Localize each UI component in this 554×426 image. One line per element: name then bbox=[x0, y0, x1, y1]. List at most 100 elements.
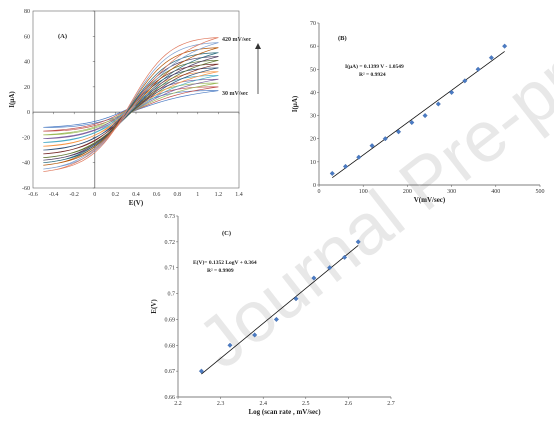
x-tick-label: 1.2 bbox=[215, 192, 223, 198]
x-axis-label: E(V) bbox=[129, 199, 144, 207]
x-tick-label: 2.2 bbox=[174, 401, 182, 407]
data-point bbox=[293, 296, 299, 302]
x-tick-label: 300 bbox=[447, 189, 456, 195]
x-tick-label: 2.7 bbox=[387, 401, 395, 407]
y-tick-label: 60 bbox=[24, 34, 30, 40]
x-tick-label: 2.4 bbox=[259, 401, 267, 407]
trend-line bbox=[201, 245, 359, 375]
y-tick-label: 20 bbox=[24, 85, 30, 91]
data-point bbox=[342, 254, 348, 260]
y-tick-label: 0 bbox=[27, 110, 30, 116]
data-point bbox=[449, 89, 455, 95]
y-tick-label: 50 bbox=[310, 67, 316, 73]
data-point bbox=[327, 265, 333, 271]
data-point bbox=[435, 101, 441, 107]
cv-series-line bbox=[43, 82, 219, 136]
x-tick-label: 0 bbox=[318, 189, 321, 195]
cv-series-line bbox=[43, 59, 219, 159]
data-point bbox=[462, 78, 468, 84]
y-tick-label: 0.7 bbox=[168, 292, 176, 298]
x-tick-label: 2.5 bbox=[302, 401, 310, 407]
x-tick-label: 200 bbox=[403, 189, 412, 195]
x-tick-label: 2.3 bbox=[217, 401, 225, 407]
x-axis-label: Log (scan rate , mV/sec) bbox=[248, 408, 321, 416]
cv-series-line bbox=[43, 86, 219, 132]
cv-series-line bbox=[43, 90, 219, 128]
panel-label: (A) bbox=[58, 33, 67, 40]
y-axis-label: I(µA) bbox=[8, 91, 16, 108]
fit-equation: E(V)= 0.1352 LogV + 0.364 bbox=[193, 259, 257, 266]
x-tick-label: 1 bbox=[196, 192, 199, 198]
y-axis-label: I(µA) bbox=[291, 95, 299, 112]
data-point bbox=[355, 239, 361, 245]
cv-series-line bbox=[43, 42, 219, 170]
fit-equation: I(µA) = 0.1399 V - 1.0549 bbox=[345, 63, 404, 70]
x-tick-label: 1.4 bbox=[235, 192, 243, 198]
y-tick-label: 30 bbox=[310, 114, 316, 120]
fit-r-squared: R² = 0.9909 bbox=[207, 268, 234, 274]
panel-label: (C) bbox=[222, 230, 231, 237]
fit-r-squared: R² = 0.9924 bbox=[359, 72, 386, 78]
data-point bbox=[369, 143, 375, 149]
annotation-low-scan-rate: 30 mV/sec bbox=[222, 91, 248, 97]
y-tick-label: -20 bbox=[22, 135, 30, 141]
trend-line bbox=[332, 51, 505, 179]
y-tick-label: 60 bbox=[310, 44, 316, 50]
panel-label: (B) bbox=[338, 35, 347, 42]
chart-b-current-vs-scan-rate: 0 100 200 300 400 500 0 10 20 30 40 50 60 70 V(mV/sec)… bbox=[291, 21, 545, 204]
y-tick-label: 0.67 bbox=[165, 369, 176, 375]
x-tick-label: 400 bbox=[491, 189, 500, 195]
y-tick-label: 40 bbox=[24, 60, 30, 66]
y-tick-label: -40 bbox=[22, 161, 30, 167]
data-point bbox=[311, 275, 317, 281]
plot-frame bbox=[32, 10, 240, 189]
y-tick-label: -60 bbox=[22, 186, 30, 192]
x-axis-label: V(mV/sec) bbox=[414, 196, 446, 204]
data-point bbox=[252, 332, 258, 338]
data-point bbox=[422, 113, 428, 119]
y-tick-label: 0.69 bbox=[165, 317, 176, 323]
chart-a-cyclic-voltammograms: -0.6 -0.4 -0.2 0 0.2 0.4 0.6 0.8 1 1.2 1.4 -60 -40 -2… bbox=[8, 9, 261, 207]
data-point bbox=[488, 55, 494, 61]
y-tick-label: 10 bbox=[310, 160, 316, 166]
x-tick-label: 500 bbox=[536, 189, 545, 195]
y-tick-label: 0.71 bbox=[165, 266, 176, 272]
x-tick-label: 0.6 bbox=[153, 192, 161, 198]
x-tick-label: 0.8 bbox=[173, 192, 181, 198]
data-point bbox=[329, 170, 335, 176]
y-tick-label: 20 bbox=[310, 137, 316, 143]
data-point bbox=[343, 163, 349, 169]
y-tick-label: 0 bbox=[313, 183, 316, 189]
annotation-high-scan-rate: 420 mV/sec bbox=[222, 37, 251, 43]
data-point bbox=[273, 316, 279, 322]
y-axis-label: E(V) bbox=[150, 299, 158, 314]
y-tick-label: 0.68 bbox=[165, 343, 176, 349]
scan-rate-arrow-head bbox=[255, 43, 261, 49]
x-tick-label: 2.6 bbox=[345, 401, 353, 407]
y-tick-label: 0.72 bbox=[165, 240, 176, 246]
x-tick-label: -0.4 bbox=[49, 192, 59, 198]
data-point bbox=[382, 136, 388, 142]
data-point bbox=[396, 129, 402, 135]
y-tick-label: 40 bbox=[310, 90, 316, 96]
cv-series-line bbox=[43, 67, 219, 151]
cv-series-line bbox=[43, 78, 219, 140]
cv-series-line bbox=[43, 71, 219, 147]
x-tick-label: 0.2 bbox=[112, 192, 120, 198]
cv-series-line bbox=[43, 37, 219, 172]
x-tick-label: -0.2 bbox=[69, 192, 79, 198]
y-tick-label: 70 bbox=[310, 21, 316, 27]
data-point bbox=[502, 43, 508, 49]
y-tick-label: 0.73 bbox=[165, 214, 176, 220]
x-tick-label: 100 bbox=[359, 189, 368, 195]
data-point bbox=[475, 66, 481, 72]
data-point bbox=[409, 120, 415, 126]
x-tick-label: 0.4 bbox=[132, 192, 140, 198]
cv-series-line bbox=[43, 63, 219, 155]
x-tick-label: 0 bbox=[93, 192, 96, 198]
x-tick-label: -0.6 bbox=[28, 192, 38, 198]
data-point bbox=[198, 368, 204, 374]
cv-series-line bbox=[43, 75, 219, 143]
data-point bbox=[227, 342, 233, 348]
